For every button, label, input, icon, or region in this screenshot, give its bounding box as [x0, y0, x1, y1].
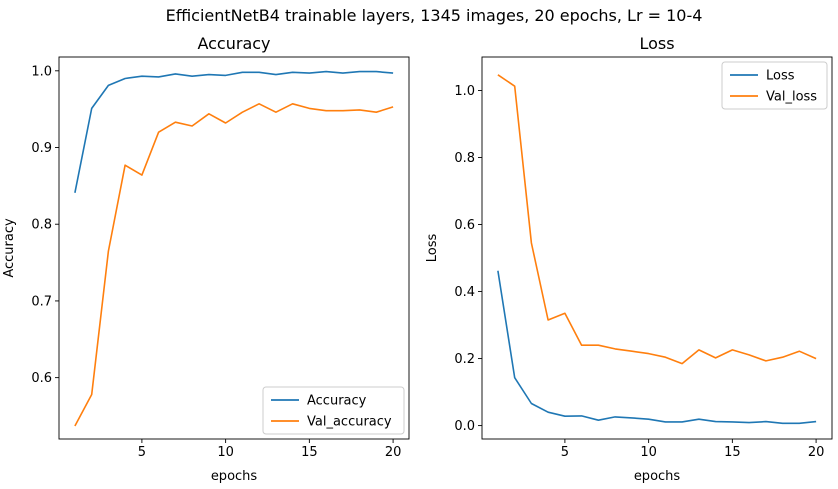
- x-axis-label: epochs: [634, 469, 681, 484]
- legend: Loss Val_loss: [721, 61, 828, 110]
- x-tick-label: 20: [385, 445, 402, 460]
- y-tick-label: 0.6: [454, 218, 475, 233]
- legend-label: Accuracy: [307, 394, 367, 409]
- legend-label: Val_accuracy: [307, 415, 392, 430]
- y-tick-label: 0.2: [454, 352, 475, 367]
- chart-title: Accuracy: [197, 34, 270, 53]
- y-tick-label: 0.8: [454, 151, 475, 166]
- plot-frame: [58, 56, 410, 440]
- series-line-accuracy: [74, 70, 394, 193]
- x-tick-label: 5: [561, 445, 569, 460]
- legend-box: [262, 386, 405, 435]
- y-tick-label: 0.7: [31, 294, 52, 309]
- x-tick-label: 5: [138, 445, 146, 460]
- y-tick-label: 0.8: [31, 218, 52, 233]
- x-tick-label: 15: [301, 445, 318, 460]
- y-tick-label: 0.9: [31, 141, 52, 156]
- x-tick-label: 15: [724, 445, 741, 460]
- x-tick-label: 20: [808, 445, 825, 460]
- y-tick-label: 0.6: [31, 371, 52, 386]
- series-line-val-loss: [497, 74, 817, 365]
- y-tick-label: 1.0: [31, 64, 52, 79]
- y-tick-label: 1.0: [454, 84, 475, 99]
- figure-title: EfficientNetB4 trainable layers, 1345 im…: [166, 6, 703, 25]
- legend-label: Loss: [766, 69, 795, 84]
- x-axis-label: epochs: [211, 469, 258, 484]
- x-tick-label: 10: [217, 445, 234, 460]
- legend-box: [721, 61, 828, 110]
- legend: Accuracy Val_accuracy: [262, 386, 405, 435]
- y-tick-label: 0.0: [454, 419, 475, 434]
- series-line-val-accuracy: [74, 103, 394, 427]
- series-line-loss: [497, 270, 817, 425]
- legend-label: Val_loss: [766, 90, 817, 105]
- y-tick-label: 0.4: [454, 285, 475, 300]
- plot-frame: [481, 56, 833, 440]
- accuracy-chart: Accuracy 5 10 15 20 0.6 0.7 0.8 0.9 1.0 epochs Accu…: [2, 34, 410, 484]
- y-axis-label: Accuracy: [2, 218, 17, 278]
- chart-title: Loss: [639, 34, 674, 53]
- y-axis-label: Loss: [425, 234, 440, 263]
- x-tick-label: 10: [640, 445, 657, 460]
